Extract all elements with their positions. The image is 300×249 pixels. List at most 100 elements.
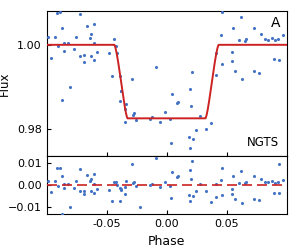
Point bbox=[214, 195, 219, 199]
Point bbox=[281, 33, 286, 37]
Point bbox=[277, 4, 282, 8]
Point bbox=[257, 198, 262, 202]
Point bbox=[276, 37, 281, 41]
Point bbox=[174, 175, 179, 179]
Point bbox=[55, 44, 60, 48]
Point bbox=[154, 64, 158, 68]
Point bbox=[117, 186, 122, 190]
Point bbox=[230, 50, 234, 54]
Point bbox=[240, 201, 244, 205]
Point bbox=[237, 181, 242, 185]
Point bbox=[132, 111, 137, 115]
Point bbox=[208, 200, 213, 204]
Point bbox=[82, 53, 86, 57]
Point bbox=[137, 157, 142, 161]
Point bbox=[169, 141, 174, 145]
Point bbox=[259, 177, 264, 181]
Text: A: A bbox=[271, 15, 281, 30]
Point bbox=[92, 58, 97, 62]
Point bbox=[154, 156, 158, 160]
Point bbox=[243, 39, 248, 43]
Point bbox=[251, 26, 256, 30]
Point bbox=[170, 92, 175, 96]
Point bbox=[262, 37, 267, 41]
Point bbox=[82, 189, 86, 193]
Point bbox=[272, 38, 277, 42]
Point bbox=[277, 162, 282, 166]
X-axis label: Phase: Phase bbox=[148, 235, 185, 248]
Point bbox=[137, 204, 142, 208]
Text: NGTS: NGTS bbox=[247, 136, 279, 149]
Point bbox=[60, 174, 64, 178]
Point bbox=[214, 51, 218, 55]
Point bbox=[114, 51, 119, 55]
Point bbox=[148, 117, 153, 121]
Point bbox=[119, 89, 124, 93]
Point bbox=[91, 41, 96, 45]
Point bbox=[158, 185, 162, 189]
Point bbox=[251, 175, 256, 179]
Point bbox=[238, 15, 243, 19]
Point bbox=[158, 121, 162, 124]
Point bbox=[229, 192, 234, 196]
Point bbox=[170, 170, 175, 174]
Point bbox=[197, 114, 202, 118]
Point bbox=[175, 100, 180, 104]
Point bbox=[62, 187, 67, 190]
Point bbox=[62, 182, 67, 186]
Point bbox=[190, 159, 195, 163]
Point bbox=[130, 113, 135, 117]
Point bbox=[265, 38, 270, 42]
Point bbox=[82, 60, 86, 64]
Point bbox=[252, 69, 257, 73]
Point bbox=[124, 102, 128, 106]
Point bbox=[72, 48, 77, 52]
Point bbox=[72, 186, 77, 189]
Point bbox=[277, 58, 282, 62]
Point bbox=[88, 178, 93, 182]
Point bbox=[272, 57, 277, 61]
Point bbox=[91, 182, 96, 186]
Point bbox=[219, 62, 224, 66]
Point bbox=[232, 69, 237, 73]
Point bbox=[272, 181, 277, 185]
Point bbox=[52, 35, 57, 39]
Point bbox=[188, 104, 193, 108]
Point bbox=[119, 188, 124, 192]
Point bbox=[74, 35, 78, 39]
Point bbox=[45, 35, 50, 39]
Point bbox=[203, 127, 208, 131]
Point bbox=[59, 212, 64, 216]
Point bbox=[132, 180, 137, 184]
Point bbox=[214, 183, 218, 187]
Point bbox=[270, 179, 274, 183]
Point bbox=[188, 146, 193, 150]
Point bbox=[52, 179, 57, 183]
Point bbox=[106, 51, 111, 55]
Point bbox=[169, 196, 174, 200]
Point bbox=[55, 184, 60, 187]
Point bbox=[65, 41, 70, 45]
Point bbox=[214, 73, 219, 77]
Point bbox=[49, 190, 54, 194]
Point bbox=[88, 32, 93, 36]
Point bbox=[117, 74, 122, 78]
Point bbox=[191, 137, 196, 141]
Point bbox=[88, 54, 93, 58]
Point bbox=[240, 77, 244, 81]
Point bbox=[186, 193, 191, 197]
Point bbox=[130, 181, 135, 185]
Point bbox=[109, 199, 114, 203]
Point bbox=[78, 54, 83, 58]
Point bbox=[148, 184, 153, 187]
Point bbox=[163, 180, 168, 184]
Point bbox=[114, 45, 119, 49]
Point bbox=[244, 37, 249, 41]
Point bbox=[119, 187, 124, 191]
Y-axis label: Res.: Res. bbox=[0, 173, 2, 197]
Point bbox=[65, 182, 70, 186]
Point bbox=[230, 187, 234, 191]
Point bbox=[134, 184, 139, 188]
Point bbox=[92, 172, 97, 176]
Point bbox=[188, 177, 193, 181]
